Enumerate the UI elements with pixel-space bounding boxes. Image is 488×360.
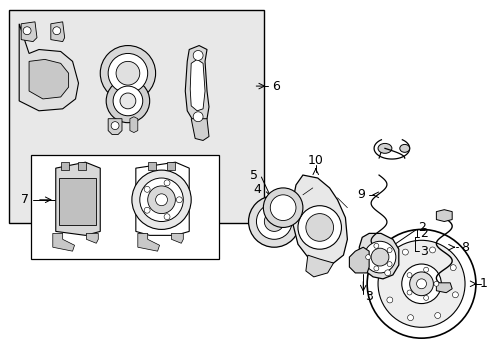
- Polygon shape: [190, 59, 204, 111]
- Ellipse shape: [423, 296, 427, 300]
- Ellipse shape: [386, 297, 392, 303]
- Polygon shape: [191, 119, 208, 140]
- Ellipse shape: [434, 312, 440, 319]
- Ellipse shape: [377, 240, 464, 327]
- Ellipse shape: [23, 27, 31, 35]
- Ellipse shape: [365, 255, 370, 260]
- Text: 2: 2: [418, 221, 426, 234]
- Ellipse shape: [111, 122, 119, 130]
- Text: 4: 4: [253, 183, 261, 197]
- Ellipse shape: [248, 196, 299, 247]
- Polygon shape: [61, 162, 68, 170]
- Ellipse shape: [406, 290, 411, 295]
- Ellipse shape: [449, 265, 455, 271]
- Ellipse shape: [116, 61, 140, 85]
- Ellipse shape: [373, 266, 378, 271]
- Ellipse shape: [305, 213, 333, 241]
- Text: 7: 7: [21, 193, 29, 206]
- Text: 9: 9: [357, 188, 365, 201]
- Ellipse shape: [147, 186, 175, 213]
- Ellipse shape: [120, 93, 136, 109]
- Ellipse shape: [370, 248, 388, 266]
- Ellipse shape: [263, 188, 302, 228]
- Ellipse shape: [140, 178, 183, 221]
- Ellipse shape: [416, 279, 426, 289]
- Polygon shape: [167, 162, 175, 170]
- Ellipse shape: [401, 264, 440, 303]
- Ellipse shape: [193, 112, 203, 122]
- Polygon shape: [86, 233, 98, 243]
- Text: 6: 6: [272, 80, 280, 93]
- Ellipse shape: [433, 281, 438, 286]
- Ellipse shape: [428, 247, 435, 253]
- Polygon shape: [359, 233, 398, 279]
- Ellipse shape: [451, 292, 457, 298]
- Ellipse shape: [373, 243, 378, 248]
- Polygon shape: [348, 247, 368, 273]
- Text: 8: 8: [460, 241, 468, 254]
- Text: 5: 5: [250, 168, 258, 181]
- Polygon shape: [53, 233, 74, 251]
- Ellipse shape: [100, 46, 155, 101]
- Bar: [31, 155, 219, 259]
- Ellipse shape: [423, 267, 427, 272]
- Ellipse shape: [106, 79, 149, 123]
- Ellipse shape: [256, 204, 291, 239]
- Polygon shape: [435, 283, 451, 293]
- Ellipse shape: [386, 248, 391, 253]
- Ellipse shape: [144, 186, 150, 192]
- Ellipse shape: [176, 197, 182, 203]
- Ellipse shape: [386, 262, 391, 266]
- Text: 3: 3: [420, 245, 427, 258]
- Polygon shape: [171, 233, 183, 243]
- Text: 3: 3: [365, 290, 372, 303]
- Ellipse shape: [144, 207, 150, 213]
- Ellipse shape: [53, 27, 61, 35]
- Polygon shape: [19, 24, 79, 111]
- Text: 10: 10: [307, 154, 323, 167]
- Ellipse shape: [113, 86, 142, 116]
- Text: 1: 1: [479, 277, 487, 290]
- Ellipse shape: [409, 272, 432, 296]
- Ellipse shape: [297, 206, 341, 249]
- Polygon shape: [185, 46, 208, 123]
- Ellipse shape: [164, 214, 170, 220]
- Ellipse shape: [108, 54, 147, 93]
- Bar: [9, 10, 264, 222]
- Polygon shape: [29, 59, 68, 99]
- Ellipse shape: [377, 143, 391, 153]
- Ellipse shape: [406, 273, 411, 278]
- Bar: [59, 178, 96, 225]
- Text: 2: 2: [420, 227, 427, 240]
- Ellipse shape: [364, 241, 395, 273]
- Ellipse shape: [132, 170, 191, 229]
- Ellipse shape: [193, 50, 203, 60]
- Ellipse shape: [384, 270, 390, 276]
- Ellipse shape: [366, 229, 475, 338]
- Ellipse shape: [270, 195, 295, 221]
- Polygon shape: [138, 233, 159, 251]
- Polygon shape: [108, 119, 122, 135]
- Polygon shape: [51, 22, 64, 42]
- Polygon shape: [21, 22, 37, 42]
- Ellipse shape: [407, 315, 413, 321]
- Polygon shape: [292, 175, 346, 264]
- Ellipse shape: [264, 212, 284, 231]
- Polygon shape: [147, 162, 155, 170]
- Polygon shape: [130, 117, 138, 132]
- Ellipse shape: [399, 144, 409, 152]
- Polygon shape: [79, 162, 86, 170]
- Polygon shape: [435, 210, 451, 221]
- Ellipse shape: [402, 249, 407, 255]
- Polygon shape: [56, 162, 100, 235]
- Ellipse shape: [155, 194, 167, 206]
- Ellipse shape: [164, 180, 170, 186]
- Polygon shape: [305, 255, 333, 277]
